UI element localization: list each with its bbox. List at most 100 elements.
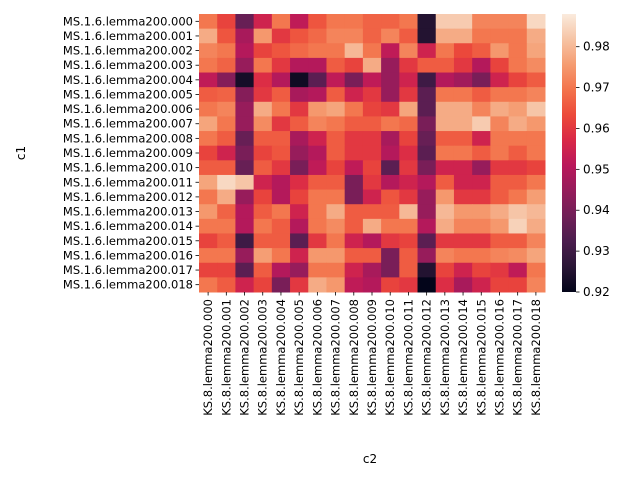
heatmap-cell bbox=[253, 160, 273, 176]
heatmap-cell bbox=[326, 277, 346, 293]
heatmap-cell bbox=[472, 101, 491, 117]
heatmap-cell bbox=[271, 262, 291, 278]
heatmap-cell bbox=[308, 131, 327, 147]
heatmap-cell bbox=[490, 28, 510, 44]
heatmap-cell bbox=[490, 57, 510, 74]
heatmap-cell bbox=[362, 218, 382, 234]
heatmap-cell bbox=[526, 116, 546, 132]
heatmap-cell bbox=[235, 116, 255, 132]
colorbar-tick-label: 0.93 bbox=[583, 244, 610, 258]
heatmap-cell bbox=[417, 233, 437, 249]
colorbar-tick-label: 0.95 bbox=[583, 162, 610, 176]
heatmap-cell bbox=[290, 218, 309, 234]
heatmap-cell bbox=[453, 28, 473, 44]
heatmap-cell bbox=[199, 101, 218, 117]
heatmap-cell bbox=[508, 87, 528, 103]
heatmap-cell bbox=[381, 87, 400, 103]
heatmap-cell bbox=[344, 57, 364, 74]
heatmap-cell bbox=[344, 233, 364, 249]
row-label: MS.1.6.lemma200.013 bbox=[63, 205, 193, 219]
heatmap-cell bbox=[526, 189, 546, 205]
colorbar bbox=[562, 14, 576, 292]
heatmap-cell bbox=[199, 160, 218, 176]
heatmap-cell bbox=[308, 57, 327, 74]
heatmap-cell bbox=[417, 57, 437, 74]
heatmap-cell bbox=[344, 101, 364, 117]
heatmap-cell bbox=[253, 262, 273, 278]
heatmap-cell bbox=[235, 218, 255, 234]
row-label: MS.1.6.lemma200.009 bbox=[63, 146, 193, 160]
heatmap-cell bbox=[271, 14, 291, 30]
heatmap-cell bbox=[253, 277, 273, 293]
heatmap-cell bbox=[344, 262, 364, 278]
heatmap-cell bbox=[217, 262, 236, 278]
heatmap-cell bbox=[271, 233, 291, 249]
heatmap-cell bbox=[508, 204, 528, 220]
heatmap-cell bbox=[472, 160, 491, 176]
heatmap-cell bbox=[199, 116, 218, 132]
row-label: MS.1.6.lemma200.011 bbox=[63, 175, 193, 189]
heatmap-cell bbox=[253, 189, 273, 205]
heatmap-cell bbox=[526, 262, 546, 278]
heatmap-cell bbox=[417, 204, 437, 220]
heatmap-cell bbox=[217, 277, 236, 293]
heatmap-cell bbox=[417, 145, 437, 161]
heatmap-cell bbox=[381, 204, 400, 220]
heatmap-cell bbox=[217, 43, 236, 59]
heatmap-cell bbox=[362, 116, 382, 132]
row-label: MS.1.6.lemma200.003 bbox=[63, 58, 193, 72]
heatmap-cell bbox=[381, 145, 400, 161]
row-label: MS.1.6.lemma200.018 bbox=[63, 278, 193, 292]
heatmap-cell bbox=[235, 233, 255, 249]
heatmap-cell bbox=[508, 14, 528, 30]
heatmap-cell bbox=[308, 72, 327, 88]
heatmap-cell bbox=[253, 101, 273, 117]
heatmap-cell bbox=[490, 116, 510, 132]
heatmap-cell bbox=[472, 14, 491, 30]
heatmap-cell bbox=[235, 14, 255, 30]
heatmap-cell bbox=[490, 204, 510, 220]
heatmap-cell bbox=[290, 262, 309, 278]
heatmap-cell bbox=[344, 174, 364, 191]
heatmap-cell bbox=[199, 14, 218, 30]
heatmap-cell bbox=[508, 262, 528, 278]
heatmap-cell bbox=[308, 277, 327, 293]
column-label: KS.8.lemma200.013 bbox=[438, 299, 452, 416]
heatmap-cell bbox=[290, 189, 309, 205]
heatmap-cells bbox=[199, 14, 546, 293]
heatmap-cell bbox=[344, 87, 364, 103]
row-label: MS.1.6.lemma200.010 bbox=[63, 161, 193, 175]
heatmap-cell bbox=[326, 28, 346, 44]
heatmap-cell bbox=[508, 174, 528, 191]
heatmap-cell bbox=[235, 204, 255, 220]
heatmap-cell bbox=[381, 233, 400, 249]
heatmap-cell bbox=[290, 87, 309, 103]
heatmap-cell bbox=[472, 189, 491, 205]
heatmap-cell bbox=[271, 218, 291, 234]
y-axis-label: c1 bbox=[14, 146, 28, 160]
heatmap-cell bbox=[472, 43, 491, 59]
heatmap-cell bbox=[508, 72, 528, 88]
column-label: KS.8.lemma200.014 bbox=[456, 299, 470, 416]
heatmap-cell bbox=[253, 72, 273, 88]
heatmap-cell bbox=[399, 28, 419, 44]
heatmap-cell bbox=[362, 233, 382, 249]
row-label: MS.1.6.lemma200.017 bbox=[63, 263, 193, 277]
heatmap-cell bbox=[526, 277, 546, 293]
heatmap-cell bbox=[217, 145, 236, 161]
heatmap-cell bbox=[362, 189, 382, 205]
heatmap-cell bbox=[253, 131, 273, 147]
heatmap-cell bbox=[417, 248, 437, 264]
heatmap-cell bbox=[235, 145, 255, 161]
heatmap-cell bbox=[344, 248, 364, 264]
heatmap-cell bbox=[326, 57, 346, 74]
heatmap-cell bbox=[362, 57, 382, 74]
heatmap-cell bbox=[417, 28, 437, 44]
heatmap-cell bbox=[362, 43, 382, 59]
column-label: KS.8.lemma200.004 bbox=[274, 299, 288, 416]
heatmap-cell bbox=[381, 218, 400, 234]
heatmap-cell bbox=[217, 14, 236, 30]
heatmap-cell bbox=[271, 101, 291, 117]
heatmap-cell bbox=[526, 87, 546, 103]
column-label: KS.8.lemma200.006 bbox=[310, 299, 324, 416]
